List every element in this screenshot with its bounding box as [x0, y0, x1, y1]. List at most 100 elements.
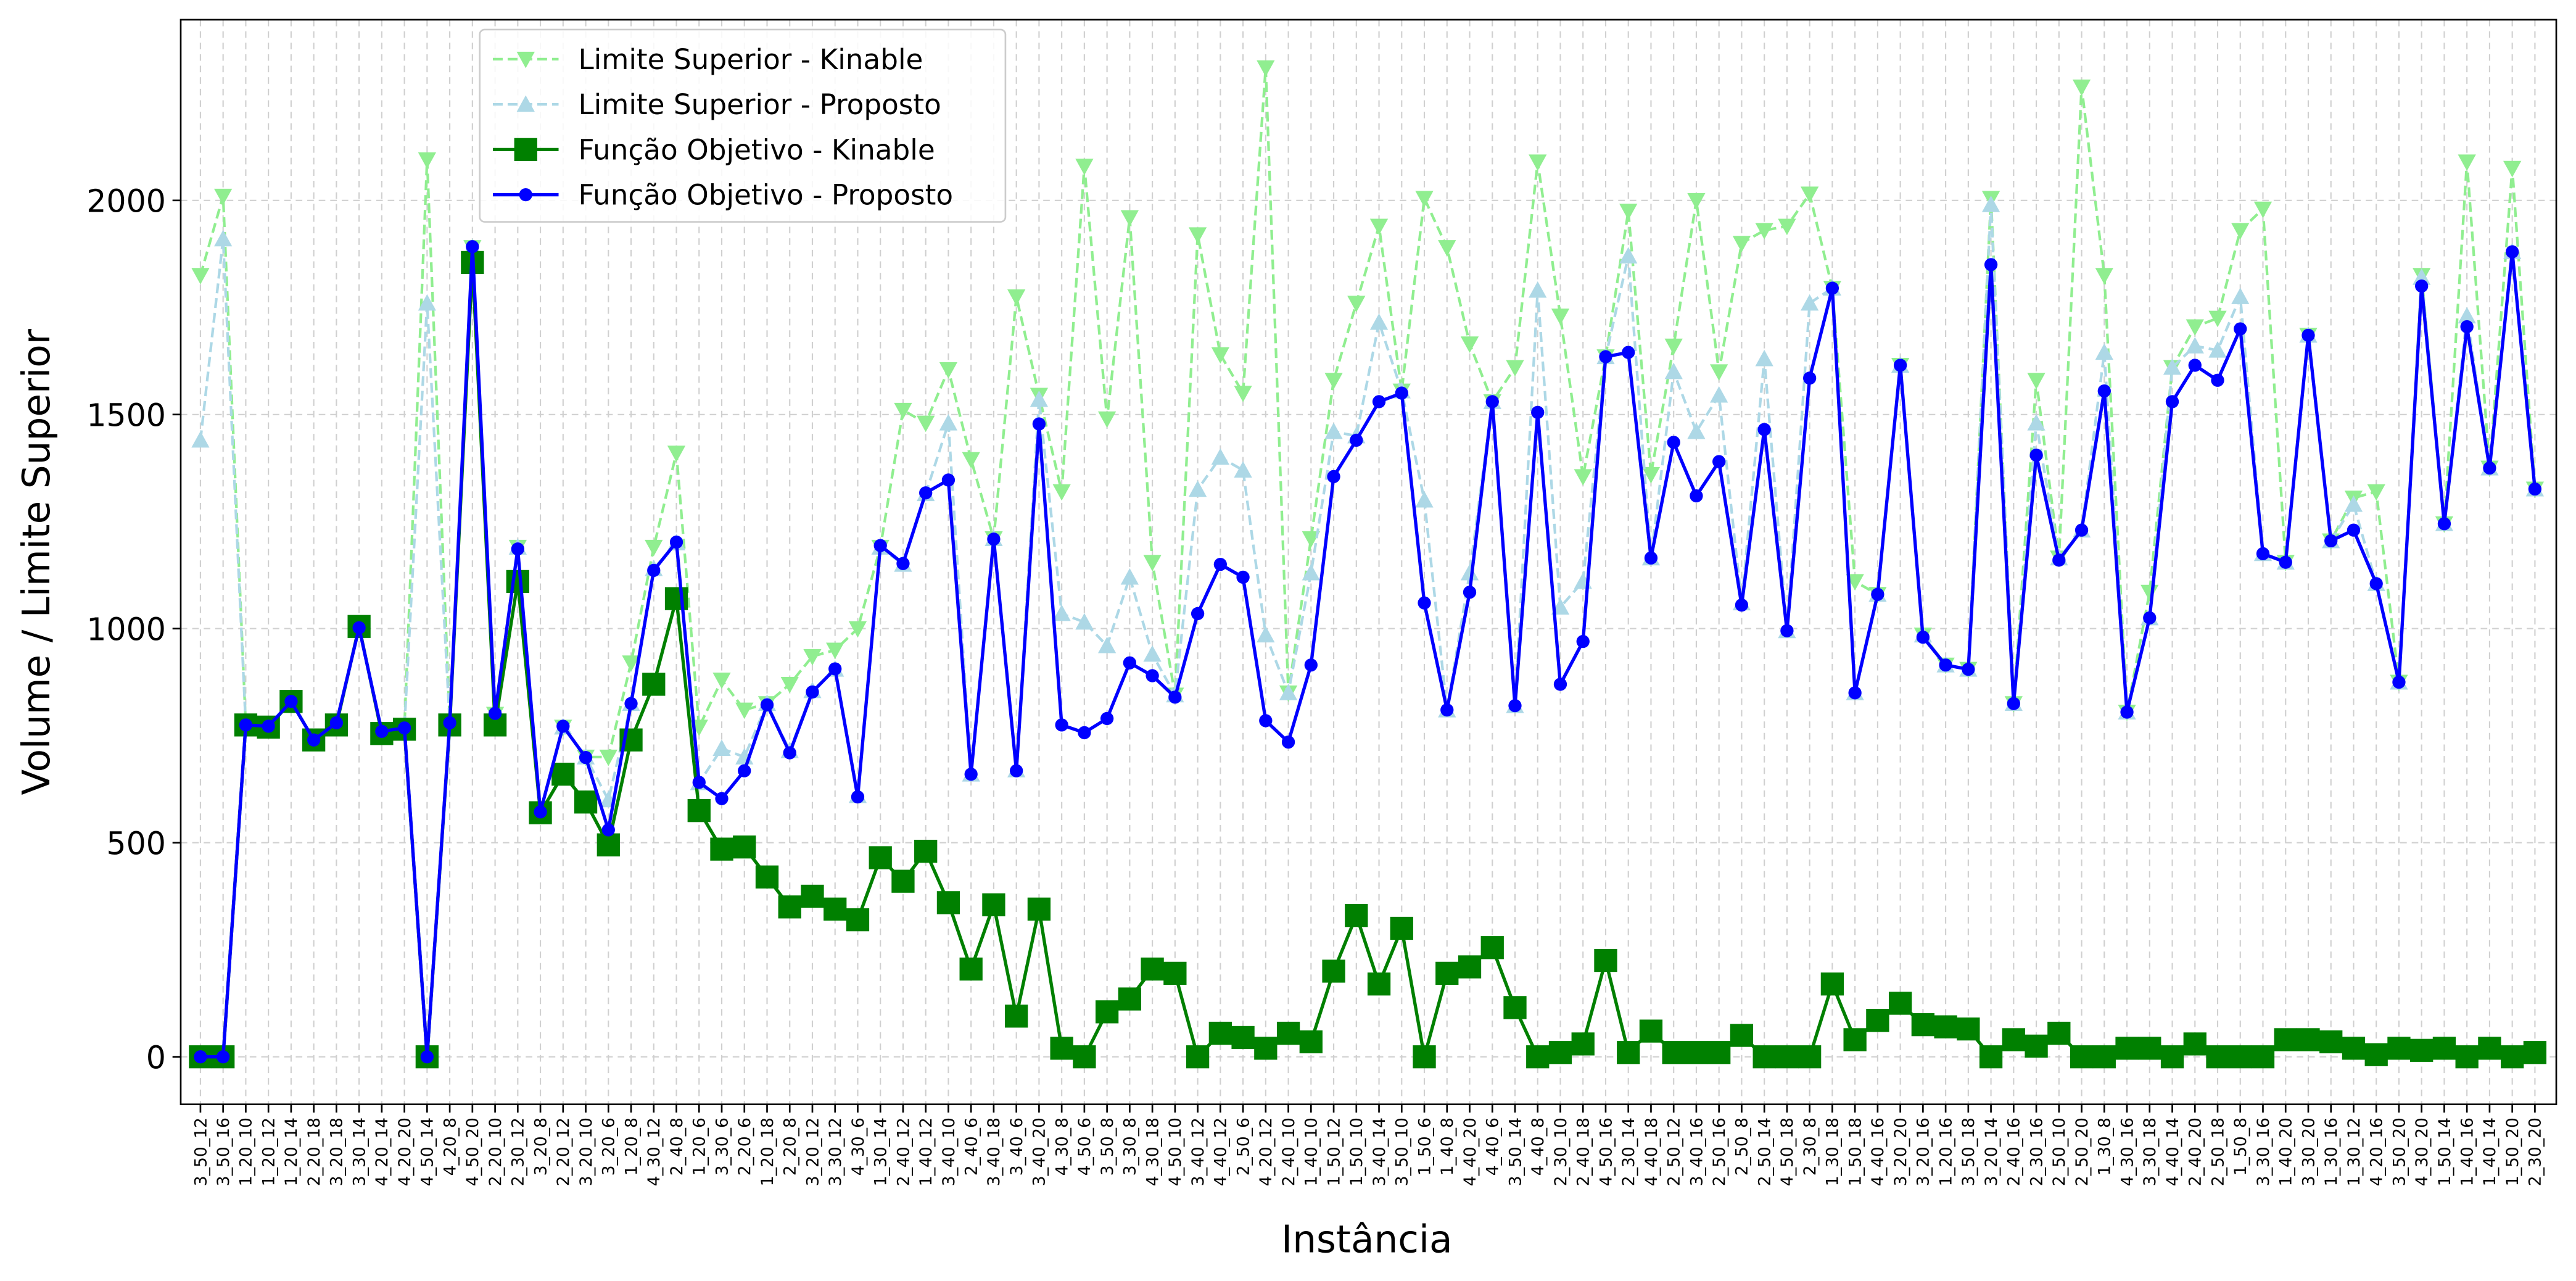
marker-square	[1367, 972, 1391, 996]
x-tick-label: 4_30_6	[849, 1117, 868, 1175]
marker-up-triangle	[1257, 626, 1275, 643]
x-tick-label: 3_20_18	[328, 1117, 347, 1186]
marker-circle	[2143, 611, 2157, 625]
marker-down-triangle	[1460, 336, 1479, 353]
marker-down-triangle	[214, 188, 233, 205]
marker-down-triangle	[962, 452, 980, 469]
marker-circle	[1350, 433, 1363, 447]
marker-down-triangle	[2503, 160, 2522, 178]
x-tick-label: 1_50_12	[1324, 1117, 1344, 1186]
marker-circle	[1395, 386, 1408, 400]
x-tick-label: 1_30_12	[2345, 1117, 2364, 1186]
marker-circle	[601, 823, 615, 837]
marker-circle	[1622, 346, 1635, 359]
marker-circle	[760, 698, 774, 711]
marker-circle	[1372, 395, 1386, 408]
marker-down-triangle	[1438, 240, 1456, 257]
x-tick-label: 4_20_12	[1257, 1117, 1276, 1186]
marker-down-triangle	[1574, 469, 1592, 486]
x-tick-label: 2_30_14	[1619, 1117, 1638, 1186]
x-tick-label: 4_30_16	[2118, 1117, 2137, 1186]
marker-up-triangle	[2095, 343, 2113, 360]
marker-square	[1934, 1015, 1957, 1038]
marker-square	[1685, 1041, 1708, 1064]
marker-square	[2229, 1045, 2252, 1069]
marker-circle	[1848, 686, 1862, 700]
marker-square	[1390, 916, 1413, 940]
x-tick-label: 2_40_8	[667, 1117, 687, 1175]
marker-up-triangle	[1369, 313, 1389, 330]
marker-square	[733, 835, 756, 859]
x-tick-label: 1_50_18	[1846, 1117, 1865, 1186]
marker-up-triangle	[1687, 422, 1706, 439]
marker-square	[2523, 1041, 2547, 1064]
marker-up-triangle	[1075, 613, 1094, 630]
marker-square	[1141, 957, 1164, 981]
marker-circle	[1939, 658, 1952, 672]
marker-circle	[519, 188, 532, 202]
x-tick-label: 2_20_12	[554, 1117, 573, 1186]
marker-down-triangle	[1755, 223, 1773, 240]
marker-circle	[2369, 577, 2383, 591]
marker-square	[1163, 961, 1187, 985]
marker-down-triangle	[1710, 364, 1728, 381]
marker-circle	[941, 473, 956, 487]
marker-down-triangle	[1211, 347, 1229, 364]
series-line	[199, 67, 2537, 811]
x-tick-label: 3_50_16	[214, 1117, 233, 1186]
marker-square	[1254, 1037, 1278, 1060]
marker-down-triangle	[1302, 531, 1320, 548]
marker-down-triangle	[826, 642, 844, 660]
x-tick-label: 3_50_10	[1393, 1117, 1412, 1186]
marker-circle	[1485, 395, 1499, 408]
marker-square	[846, 908, 870, 932]
marker-down-triangle	[2458, 154, 2476, 171]
marker-down-triangle	[2186, 319, 2204, 336]
x-tick-label: 1_40_14	[2480, 1117, 2500, 1186]
marker-circle	[1871, 587, 1885, 601]
marker-circle	[2234, 322, 2247, 336]
marker-up-triangle	[1460, 563, 1479, 581]
x-tick-label: 4_50_16	[1596, 1117, 1616, 1186]
marker-circle	[1010, 764, 1023, 777]
marker-circle	[1712, 455, 1726, 468]
marker-circle	[2120, 705, 2134, 719]
marker-up-triangle	[1710, 386, 1728, 403]
marker-square	[2432, 1037, 2456, 1060]
x-tick-label: 1_40_20	[2277, 1117, 2296, 1186]
marker-square	[2455, 1045, 2479, 1069]
marker-square	[1208, 1021, 1232, 1045]
x-tick-label: 3_30_20	[2299, 1117, 2318, 1186]
marker-square	[982, 893, 1005, 916]
marker-up-triangle	[418, 294, 437, 311]
marker-down-triangle	[894, 402, 912, 420]
x-tick-label: 2_30_12	[509, 1117, 528, 1186]
x-tick-label: 2_50_20	[2073, 1117, 2092, 1186]
marker-down-triangle	[2253, 201, 2273, 218]
legend: Limite Superior - Kinable Limite Superior…	[479, 28, 1007, 223]
marker-circle	[2211, 373, 2224, 387]
marker-up-triangle	[1302, 563, 1320, 581]
marker-square	[914, 839, 938, 863]
marker-circle	[420, 1050, 434, 1064]
marker-up-triangle	[1188, 480, 1207, 497]
marker-up-triangle	[1097, 636, 1117, 653]
marker-circle	[987, 533, 1001, 546]
x-tick-label: 3_40_18	[985, 1117, 1004, 1186]
marker-down-triangle	[1664, 338, 1683, 355]
marker-down-triangle	[1143, 555, 1162, 571]
marker-circle	[806, 685, 819, 699]
marker-down-triangle	[645, 539, 663, 557]
marker-square	[506, 570, 529, 594]
marker-square	[597, 833, 620, 856]
series-line	[200, 246, 2537, 1059]
marker-up-triangle	[1800, 294, 1819, 311]
marker-square	[2319, 1030, 2343, 1054]
marker-circle	[352, 621, 366, 635]
marker-square	[2364, 1043, 2388, 1066]
x-tick-label: 4_20_20	[395, 1117, 415, 1186]
x-tick-label: 2_50_10	[2050, 1117, 2069, 1186]
marker-circle	[692, 776, 706, 789]
marker-square	[1820, 972, 1844, 996]
